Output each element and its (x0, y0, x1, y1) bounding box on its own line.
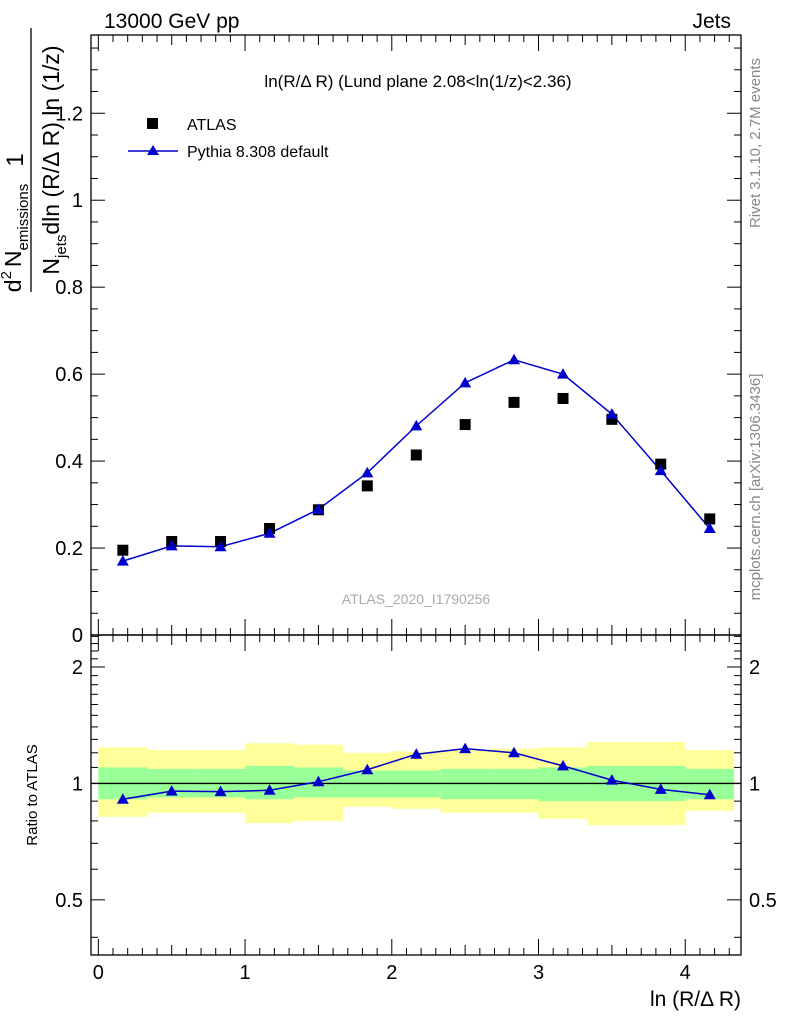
y-tick-label: 0.4 (55, 451, 83, 473)
ylabel-den-rest: dln (R/Δ R) ln (1/z) (38, 45, 64, 234)
pythia-point (263, 527, 276, 538)
pythia-point (361, 466, 374, 478)
atlas-data-points (117, 392, 716, 556)
main-plot-title: ln(R/Δ R) (Lund plane 2.08<ln(1/z)<2.36) (264, 72, 571, 91)
pythia-point (557, 368, 570, 379)
x-tick-label: 2 (386, 962, 397, 984)
y-tick-label: 0.8 (55, 277, 83, 299)
analysis-watermark: ATLAS_2020_I1790256 (342, 591, 491, 607)
ratio-point (165, 785, 178, 796)
ratio-y-tick-label-right: 1 (749, 773, 760, 795)
ratio-pythia-points (116, 742, 716, 804)
y-tick-label: 0.6 (55, 364, 83, 386)
legend-atlas-label: ATLAS (187, 117, 237, 134)
x-axis-label: ln (R/Δ R) (650, 988, 741, 1011)
header-beam-label: 13000 GeV pp (104, 10, 239, 33)
ratio-y-tick-label-right: 0.5 (749, 890, 777, 912)
ratio-point (605, 774, 618, 785)
main-y-axis-label: 1 d2 Nemissions Njetsdln (R/Δ R) ln (1/z) (0, 28, 70, 292)
atlas-point (508, 396, 520, 408)
ratio-point (557, 759, 570, 771)
atlas-point (557, 392, 569, 404)
header-process-label: Jets (692, 10, 731, 33)
x-tick-labels: 0 1 2 3 4 (93, 962, 691, 984)
y-tick-label: 1.2 (55, 103, 83, 125)
ylabel-den-sub: jets (53, 235, 70, 259)
ratio-y-tick-label-left: 1 (72, 773, 83, 795)
x-tick-label: 3 (533, 962, 544, 984)
pythia-point (654, 464, 667, 476)
ratio-point (361, 763, 374, 775)
main-y-tick-labels: 0 0.2 0.4 0.6 0.8 1 1.2 (55, 103, 83, 647)
x-tick-label: 4 (680, 962, 691, 984)
ylabel-numerator: d2 Nemissions (0, 184, 32, 292)
band-inner-bin (538, 767, 588, 802)
legend-atlas-marker (147, 118, 158, 129)
pythia-point (410, 419, 423, 431)
ylabel-num-sub: emissions (15, 184, 32, 251)
pythia-point (312, 503, 325, 514)
pythia-point (508, 353, 521, 365)
ratio-point (508, 746, 521, 758)
pythia-point (459, 376, 472, 388)
ylabel-num-sup: 2 (0, 271, 15, 279)
ylabel-num-N: N (0, 250, 26, 267)
atlas-point (410, 449, 422, 461)
y-tick-label: 0.2 (55, 538, 83, 560)
main-axis-ticks (91, 35, 741, 636)
band-inner-bin (489, 768, 539, 800)
ratio-y-tick-label-left: 2 (72, 657, 83, 679)
ratio-point (312, 775, 325, 787)
ratio-point (116, 793, 129, 804)
ratio-point (654, 783, 667, 794)
y-tick-label: 0 (72, 625, 83, 647)
band-inner-bin (440, 768, 490, 800)
atlas-point (606, 413, 618, 425)
atlas-point (361, 480, 373, 492)
ratio-point (703, 788, 716, 800)
ylabel-denominator: Njetsdln (R/Δ R) ln (1/z) (38, 45, 70, 274)
ratio-y-tick-label-left: 0.5 (55, 890, 83, 912)
ratio-point (214, 785, 227, 797)
legend-pythia-label: Pythia 8.308 default (187, 144, 329, 161)
pythia-point (214, 540, 227, 552)
atlas-point (704, 513, 716, 525)
legend-pythia-marker (147, 145, 159, 155)
ylabel-den-N: N (38, 258, 64, 275)
main-panel: 0 0.2 0.4 0.6 0.8 1 1.2 ln(R/Δ R) (Lund plane … (0, 28, 742, 647)
x-tick-label: 1 (240, 962, 251, 984)
ylabel-one: 1 (2, 153, 29, 166)
legend: ATLAS Pythia 8.308 default (128, 117, 329, 161)
atlas-point (655, 458, 667, 470)
ratio-point (410, 748, 423, 759)
ratio-point (263, 784, 276, 795)
atlas-point (117, 544, 129, 556)
rivet-version-label: Rivet 3.1.10, 2.7M events (747, 58, 764, 228)
atlas-point (459, 419, 471, 431)
pythia-point (116, 555, 129, 566)
ratio-y-axis-label: Ratio to ATLAS (24, 744, 41, 845)
ratio-panel: 0.5 0.5 1 1 2 2 0 1 2 3 4 Ratio to ATLAS ln (R/Δ … (24, 634, 777, 1011)
y-tick-label: 1 (72, 190, 83, 212)
pythia-point (605, 408, 618, 419)
pythia-points (116, 353, 716, 566)
ratio-plot-frame (90, 634, 742, 956)
pythia-point (703, 522, 716, 533)
ratio-y-tick-labels: 0.5 0.5 1 1 2 2 (55, 657, 777, 912)
ratio-axis-ticks (91, 635, 741, 955)
mcplots-label: mcplots.cern.ch [arXiv:1306.3436] (747, 374, 764, 601)
pythia-point (165, 539, 178, 551)
ratio-point (459, 742, 472, 754)
ratio-y-tick-label-right: 2 (749, 657, 760, 679)
x-tick-label: 0 (93, 962, 104, 984)
ylabel-num-d: d (0, 279, 26, 292)
